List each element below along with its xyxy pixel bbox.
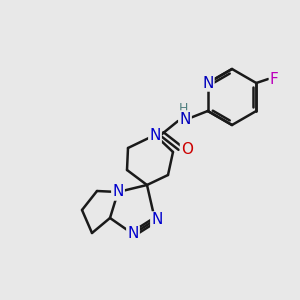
Text: N: N [127, 226, 139, 242]
Text: F: F [270, 71, 279, 86]
Text: N: N [179, 112, 191, 127]
Text: N: N [151, 212, 163, 227]
Text: N: N [112, 184, 124, 200]
Text: N: N [149, 128, 161, 142]
Text: O: O [181, 142, 193, 158]
Text: H: H [178, 103, 188, 116]
Text: N: N [202, 76, 213, 91]
